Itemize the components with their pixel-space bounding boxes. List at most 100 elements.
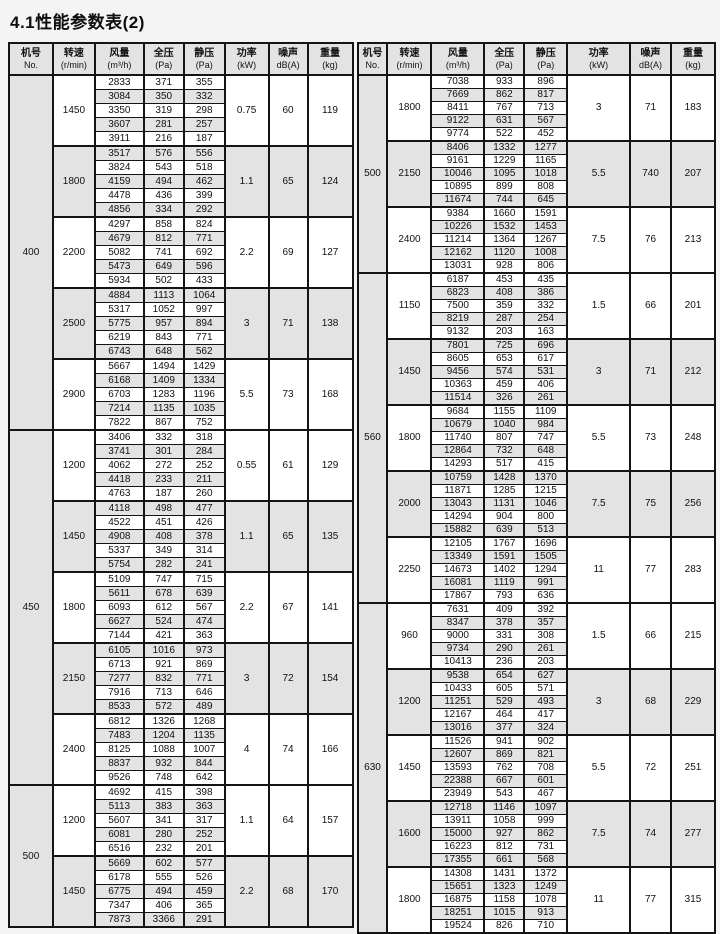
static-pressure-cell: 692 — [182, 245, 226, 260]
static-pressure-cell: 1078 — [523, 893, 569, 907]
static-pressure-cell: 363 — [182, 628, 226, 644]
noise-cell: 74 — [629, 800, 673, 868]
airflow-cell: 14294 — [430, 510, 486, 524]
table-row: 15000 927 862 — [358, 827, 715, 841]
static-pressure-cell: 997 — [182, 302, 226, 317]
static-pressure-cell: 601 — [523, 774, 569, 788]
total-pressure-cell: 378 — [483, 616, 526, 630]
static-pressure-cell: 808 — [523, 180, 569, 194]
weight-cell: 129 — [306, 429, 354, 502]
airflow-cell: 12167 — [430, 708, 486, 722]
weight-cell: 215 — [670, 602, 716, 670]
table-row: 2000 10759 1428 1370 7.5 75 256 — [358, 470, 716, 538]
static-pressure-cell: 1268 — [182, 713, 226, 729]
airflow-cell: 3911 — [93, 131, 145, 147]
airflow-cell: 3607 — [93, 117, 145, 132]
total-pressure-cell: 332 — [142, 429, 185, 445]
table-row: 6703 1283 1196 — [9, 387, 353, 402]
table-row: 14673 1402 1294 — [358, 563, 715, 577]
airflow-cell: 10433 — [430, 682, 486, 696]
table-row: 2400 9384 1660 1591 7.5 76 213 — [358, 206, 716, 274]
noise-cell: 69 — [267, 216, 309, 289]
airflow-cell: 11740 — [430, 431, 486, 445]
total-pressure-cell: 1135 — [142, 401, 185, 416]
airflow-cell: 7873 — [93, 912, 145, 928]
noise-cell: 65 — [267, 145, 309, 218]
static-pressure-cell: 392 — [523, 602, 569, 617]
airflow-cell: 9000 — [430, 629, 486, 643]
total-pressure-cell: 1767 — [483, 536, 526, 551]
table-row: 2200 4297 858 824 2.2 69 127 — [9, 216, 354, 289]
weight-cell: 251 — [670, 734, 716, 802]
table-row: 4856 334 292 — [9, 202, 353, 218]
total-pressure-cell: 524 — [142, 614, 185, 629]
speed-cell: 1450 — [51, 855, 96, 928]
airflow-cell: 5611 — [93, 586, 145, 601]
airflow-cell: 11674 — [430, 193, 486, 208]
total-pressure-cell: 1591 — [483, 550, 526, 564]
total-pressure-cell: 464 — [483, 708, 526, 722]
total-pressure-cell: 1040 — [483, 418, 526, 432]
airflow-cell: 15882 — [430, 523, 486, 538]
noise-cell: 68 — [629, 668, 673, 736]
airflow-cell: 4159 — [93, 174, 145, 189]
power-cell: 1.1 — [223, 145, 270, 218]
airflow-cell: 2833 — [93, 74, 145, 90]
power-cell: 5.5 — [566, 140, 632, 208]
static-pressure-cell: 493 — [523, 695, 569, 709]
total-pressure-cell: 927 — [483, 827, 526, 841]
total-pressure-cell: 574 — [483, 365, 526, 379]
total-pressure-cell: 767 — [483, 101, 526, 115]
weight-cell: 315 — [670, 866, 716, 934]
total-pressure-cell: 409 — [483, 602, 526, 617]
airflow-cell: 7669 — [430, 88, 486, 102]
table-row: 8219 287 254 — [358, 312, 715, 326]
static-pressure-cell: 357 — [523, 616, 569, 630]
airflow-cell: 5082 — [93, 245, 145, 260]
speed-header: 转速 (r/min) — [386, 42, 433, 76]
power-cell: 3 — [223, 287, 270, 360]
airflow-cell: 13043 — [430, 497, 486, 511]
static-pressure-cell: 567 — [523, 114, 569, 128]
power-cell: 2.2 — [223, 216, 270, 289]
airflow-cell: 7347 — [93, 898, 145, 913]
airflow-cell: 16875 — [430, 893, 486, 907]
total-pressure-cell: 667 — [483, 774, 526, 788]
table-row: 11514 326 261 — [358, 391, 715, 406]
airflow-cell: 10759 — [430, 470, 486, 485]
static-pressure-cell: 731 — [523, 840, 569, 854]
noise-cell: 67 — [267, 571, 309, 644]
static-pressure-header: 静压 (Pa) — [182, 42, 226, 76]
total-pressure-cell: 301 — [142, 444, 185, 459]
total-pressure-cell: 341 — [142, 813, 185, 828]
power-cell: 3 — [566, 668, 632, 736]
static-pressure-cell: 1591 — [523, 206, 569, 221]
total-pressure-cell: 1326 — [142, 713, 185, 729]
static-pressure-cell: 433 — [182, 273, 226, 289]
table-row: 6627 524 474 — [9, 614, 353, 629]
power-cell: 0.55 — [223, 429, 270, 502]
total-pressure-cell: 1016 — [142, 642, 185, 658]
power-cell: 3 — [566, 338, 632, 406]
table-row: 9526 748 642 — [9, 770, 353, 786]
airflow-cell: 9161 — [430, 154, 486, 168]
static-pressure-cell: 1505 — [523, 550, 569, 564]
static-pressure-cell: 747 — [523, 431, 569, 445]
total-pressure-cell: 326 — [483, 391, 526, 406]
airflow-cell: 8125 — [93, 742, 145, 757]
static-pressure-cell: 567 — [182, 600, 226, 615]
airflow-cell: 4692 — [93, 784, 145, 800]
table-row: 14293 517 415 — [358, 457, 715, 472]
airflow-cell: 12162 — [430, 246, 486, 260]
total-pressure-cell: 502 — [142, 273, 185, 289]
table-row: 18251 1015 913 — [358, 906, 715, 920]
power-cell: 5.5 — [566, 404, 632, 472]
table-row: 17867 793 636 — [358, 589, 715, 604]
table-row: 3911 216 187 — [9, 131, 353, 147]
table-row: 16223 812 731 — [358, 840, 715, 854]
table-row: 7277 832 771 — [9, 671, 353, 686]
table-row: 6093 612 567 — [9, 600, 353, 615]
static-pressure-cell: 627 — [523, 668, 569, 683]
performance-table: 机号 No. 转速 (r/min) 风量 (m³/h) 全压 (Pa) 静压 (Pa) 功率 (kW)… — [8, 42, 354, 928]
total-pressure-cell: 453 — [483, 272, 526, 287]
